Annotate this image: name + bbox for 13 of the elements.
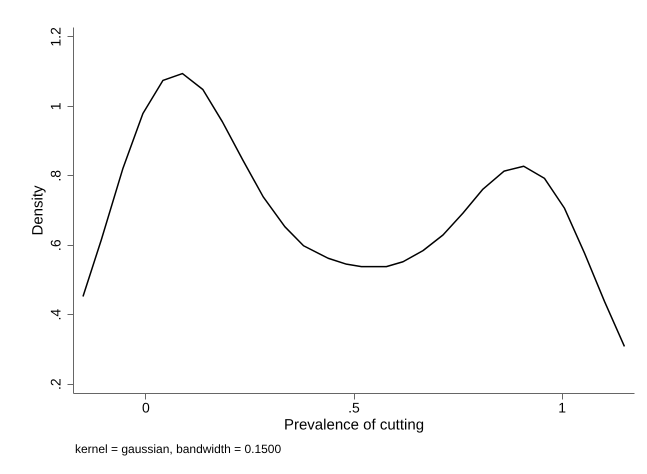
x-tick-label: .5 <box>348 400 360 416</box>
y-tick-label: 1 <box>48 102 64 110</box>
y-axis-title: Density <box>30 185 46 236</box>
x-tick-label: 0 <box>142 400 150 416</box>
y-tick-label: 1.2 <box>48 26 64 47</box>
text: kernel = gaussian, bandwidth = 0.1500 <box>75 442 282 456</box>
y-tick-label: .4 <box>48 308 64 321</box>
line-series <box>82 72 626 348</box>
y-tick-label: .2 <box>48 378 64 390</box>
y-tick-label: .6 <box>48 239 64 252</box>
y-tick-label: .8 <box>48 170 64 182</box>
x-tick-label: 1 <box>558 400 566 416</box>
x-axis-title: Prevalence of cutting <box>284 416 424 434</box>
